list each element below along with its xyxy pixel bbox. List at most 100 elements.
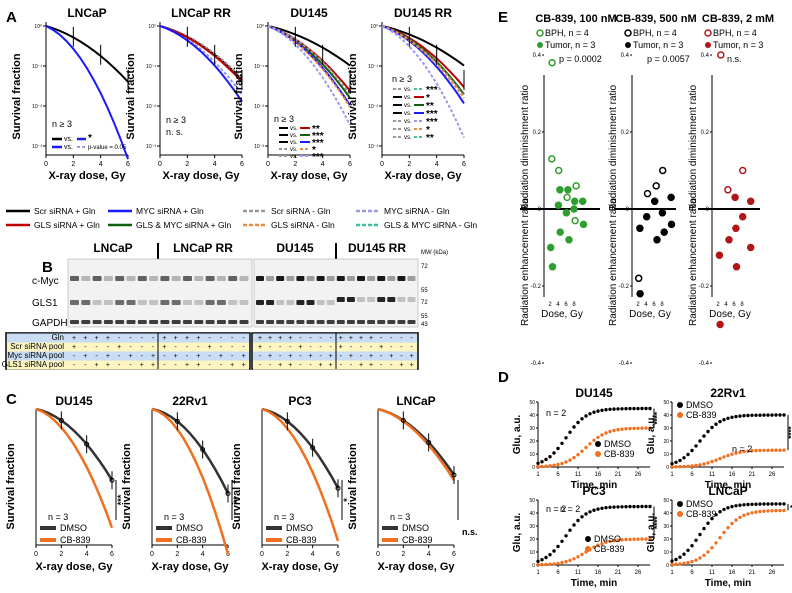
table-cell: -: [289, 344, 292, 351]
legend-item: DMSO: [286, 523, 313, 533]
band-label: GAPDH: [32, 318, 68, 329]
x-axis-label: X-ray dose, Gy: [151, 561, 229, 573]
legend-item: DMSO: [594, 534, 621, 544]
band-gls1: [306, 300, 315, 305]
x-tick-label: 2: [407, 161, 411, 168]
x-tick-label: 2: [636, 302, 640, 308]
y-tick-label: -0.2: [531, 284, 542, 290]
legend-item: GLS siRNA - Gln: [271, 220, 335, 230]
y-tick-label: 0.2: [533, 130, 542, 136]
table-cell: +: [288, 362, 292, 369]
table-cell: -: [279, 353, 282, 360]
y-tick-label: 10⁰: [34, 24, 42, 30]
band-cmyc: [216, 276, 226, 281]
legend-item: Scr siRNA + Gln: [34, 206, 96, 216]
data-point: [774, 448, 778, 452]
data-point: [670, 465, 674, 469]
panel-e-chart: CB-839, 100 nM BPH, n = 4 Tumor, n = 3 p = …: [520, 13, 617, 367]
table-cell: -: [231, 353, 234, 360]
data-point: [724, 186, 732, 194]
data-point: [702, 434, 706, 438]
y-tick-label: 0.2: [621, 130, 630, 136]
data-point: [658, 166, 667, 175]
table-cell: +: [319, 362, 323, 369]
x-axis-label: Dose, Gy: [541, 309, 583, 320]
band-gapdh: [228, 320, 238, 324]
table-cell: +: [106, 353, 110, 360]
significance: **: [232, 496, 242, 504]
data-point: [632, 537, 636, 541]
x-tick-label: 4: [644, 302, 648, 308]
x-tick-label: 0: [260, 551, 264, 558]
data-point: [710, 459, 714, 464]
data-point: [734, 414, 738, 419]
chart-title: DU145: [575, 386, 613, 400]
survival-curve: [45, 25, 129, 160]
table-cell: +: [359, 335, 363, 342]
data-point: [596, 409, 600, 413]
table-cell: -: [269, 344, 272, 351]
table-cell: -: [410, 335, 413, 342]
band-cmyc: [357, 276, 365, 281]
data-point: [758, 502, 762, 506]
table-cell: -: [279, 344, 282, 351]
table-cell: +: [196, 335, 200, 342]
data-point: [762, 509, 766, 513]
band-gapdh: [387, 320, 396, 324]
band-gapdh: [367, 320, 376, 324]
data-point: [562, 209, 571, 217]
data-point: [648, 504, 652, 509]
legend-text: vs.: [404, 103, 412, 109]
band-cmyc: [256, 276, 264, 281]
table-cell: -: [330, 344, 333, 351]
data-point: [552, 463, 556, 467]
data-point: [576, 555, 580, 559]
x-tick-label: 6: [690, 472, 694, 478]
table-cell: +: [174, 335, 178, 342]
data-point: [738, 212, 747, 221]
data-point: [782, 508, 786, 513]
table-cell: +: [339, 344, 343, 351]
data-point: [758, 448, 762, 453]
blot-group-label: DU145 RR: [348, 241, 406, 255]
blot-group-label: LNCaP RR: [173, 241, 233, 255]
x-tick-label: 6: [652, 302, 656, 308]
table-cell: -: [309, 362, 312, 369]
x-axis-label: Time, min: [705, 578, 752, 589]
data-point: [726, 453, 730, 458]
chart-title: CB-839, 2 mM: [702, 13, 774, 25]
data-point: [726, 526, 730, 530]
table-cell: +: [278, 335, 282, 342]
data-point: [754, 448, 758, 453]
table-cell: +: [185, 335, 189, 342]
legend-item: Tumor, n = 3: [545, 40, 595, 50]
table-cell: +: [369, 353, 373, 360]
panel-a-chart: DU145 RR 0 2 4 6 10⁰ 10⁻¹ 10⁻² 10⁻³ Survival frac…: [347, 6, 466, 182]
data-point: [616, 407, 620, 411]
table-cell: +: [241, 362, 245, 369]
band-gls1: [183, 300, 192, 305]
data-point: [616, 428, 620, 432]
data-point: [600, 433, 604, 437]
data-point: [644, 504, 648, 509]
x-tick-label: 6: [732, 302, 736, 308]
data-point: [667, 220, 676, 229]
data-point: [552, 451, 556, 455]
data-point: [754, 502, 758, 506]
y-tick-label: -0.4: [619, 361, 630, 367]
x-tick-label: 6: [126, 161, 130, 168]
y-tick-label: 40: [529, 511, 535, 517]
band-gapdh: [171, 320, 181, 324]
data-point: [710, 516, 714, 521]
data-point: [715, 251, 724, 259]
data-point: [670, 559, 674, 563]
legend-item: MYC siRNA + Gln: [136, 206, 204, 216]
data-point: [731, 193, 739, 202]
x-tick-label: 6: [348, 161, 352, 168]
data-point: [758, 413, 762, 417]
table-cell: -: [410, 344, 413, 351]
legend-swatch: [624, 29, 632, 37]
table-cell: -: [360, 353, 363, 360]
